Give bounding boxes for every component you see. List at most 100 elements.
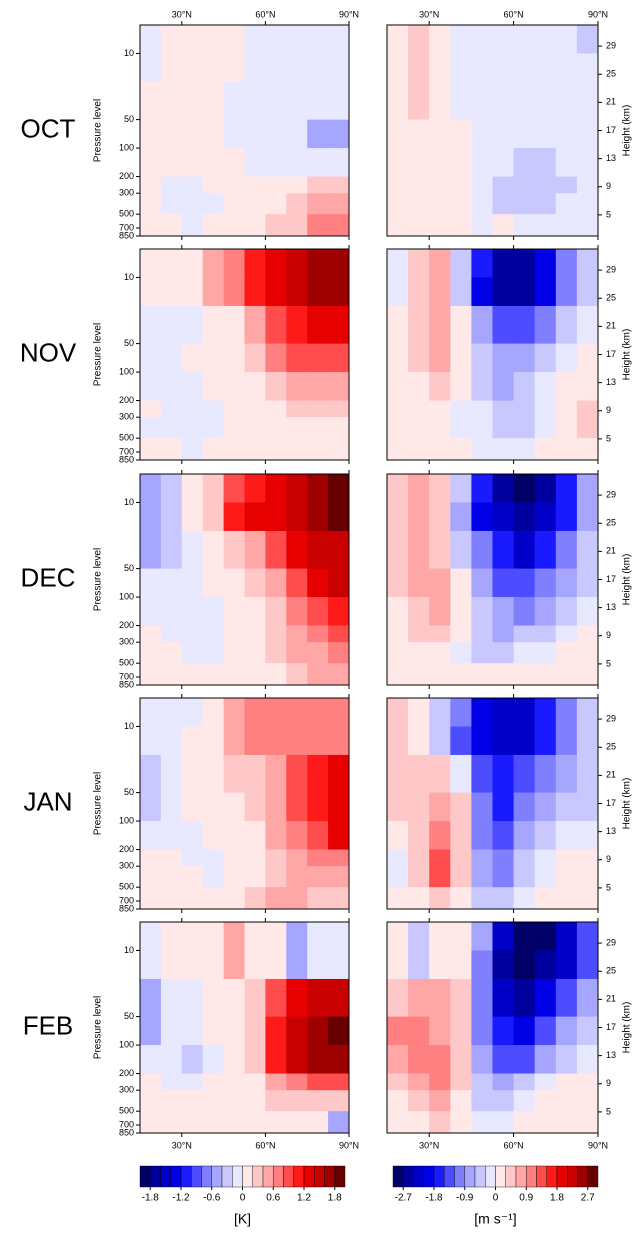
y-axis-title: Pressure level — [93, 996, 104, 1059]
y2-tick-label: 21 — [606, 546, 616, 556]
cell — [160, 922, 183, 951]
cell — [286, 597, 308, 626]
month-label: OCT — [21, 113, 76, 143]
cell — [576, 502, 599, 532]
cell — [429, 277, 451, 307]
y-axis-title: Pressure level — [93, 99, 104, 162]
cell — [244, 663, 266, 686]
cell — [576, 438, 599, 461]
cell — [387, 53, 409, 83]
y-tick-label: 850 — [119, 1127, 134, 1137]
cell — [408, 249, 430, 278]
cell — [534, 53, 557, 83]
cell — [181, 400, 204, 418]
month-label: DEC — [21, 562, 76, 592]
cell — [181, 119, 204, 149]
x-tick-label: 30°N — [419, 1140, 439, 1150]
cell — [513, 305, 536, 344]
cell — [534, 249, 557, 278]
colorbar-units: [m s⁻¹] — [474, 1211, 516, 1227]
cell — [140, 81, 162, 120]
cell — [450, 81, 472, 120]
cell — [160, 792, 183, 822]
cell — [265, 597, 287, 626]
cell — [244, 25, 266, 54]
y2-tick-label: 13 — [606, 377, 616, 387]
colorbar-box — [433, 1165, 445, 1188]
cell — [408, 792, 430, 822]
cell — [513, 400, 536, 418]
cell — [244, 249, 266, 278]
cell — [286, 438, 308, 461]
cell — [307, 754, 329, 793]
cell — [576, 176, 599, 194]
cell — [387, 1045, 409, 1074]
cell — [286, 698, 308, 727]
cell — [429, 148, 451, 177]
cell — [244, 474, 266, 503]
cell — [429, 849, 451, 867]
cell — [223, 305, 245, 344]
cell — [513, 438, 536, 461]
cell — [160, 821, 183, 850]
cell — [555, 148, 578, 177]
cell — [160, 343, 183, 373]
cell — [450, 821, 472, 850]
cell — [202, 81, 224, 120]
cell — [471, 530, 493, 569]
cell — [328, 625, 350, 643]
cell — [450, 372, 472, 401]
cell — [408, 1111, 430, 1134]
cell — [513, 922, 536, 951]
cell — [471, 625, 493, 643]
cell — [492, 887, 514, 910]
colorbar-box — [160, 1165, 171, 1188]
cell — [576, 81, 599, 120]
cell — [286, 502, 308, 532]
cell — [429, 438, 451, 461]
cell — [450, 754, 472, 793]
colorbar-box — [139, 1165, 151, 1188]
cell — [140, 568, 162, 598]
panel-frame — [139, 248, 350, 461]
y2-tick-label: 17 — [606, 125, 616, 135]
colorbar-tick-label: -1.2 — [172, 1193, 190, 1204]
cell — [181, 597, 204, 626]
cell — [202, 726, 224, 756]
y-tick-label: 500 — [119, 658, 134, 668]
cell — [160, 372, 183, 401]
cell — [202, 625, 224, 643]
cell — [408, 726, 430, 756]
cell — [160, 438, 183, 461]
cell — [160, 474, 183, 503]
cell — [223, 474, 245, 503]
colorbar-box — [454, 1165, 465, 1188]
cell — [265, 663, 287, 686]
cell — [534, 305, 557, 344]
cell — [181, 978, 204, 1017]
cell — [576, 53, 599, 83]
cell — [286, 53, 308, 83]
cell — [223, 249, 245, 278]
cell — [181, 53, 204, 83]
cell — [555, 849, 578, 867]
cell — [286, 305, 308, 344]
cell — [286, 568, 308, 598]
cell — [513, 663, 536, 686]
cell — [471, 663, 493, 686]
cell — [408, 277, 430, 307]
x-tick-label: 60°N — [504, 9, 524, 19]
cell — [181, 25, 204, 54]
cell — [244, 417, 266, 439]
cell — [387, 343, 409, 373]
cell — [265, 438, 287, 461]
cell — [534, 849, 557, 867]
cell — [555, 25, 578, 54]
cell — [328, 148, 350, 177]
cell — [408, 597, 430, 626]
colorbar-box — [577, 1165, 588, 1188]
cell — [160, 214, 183, 237]
cell — [286, 792, 308, 822]
cell — [492, 214, 514, 237]
y2-tick-label: 21 — [606, 321, 616, 331]
